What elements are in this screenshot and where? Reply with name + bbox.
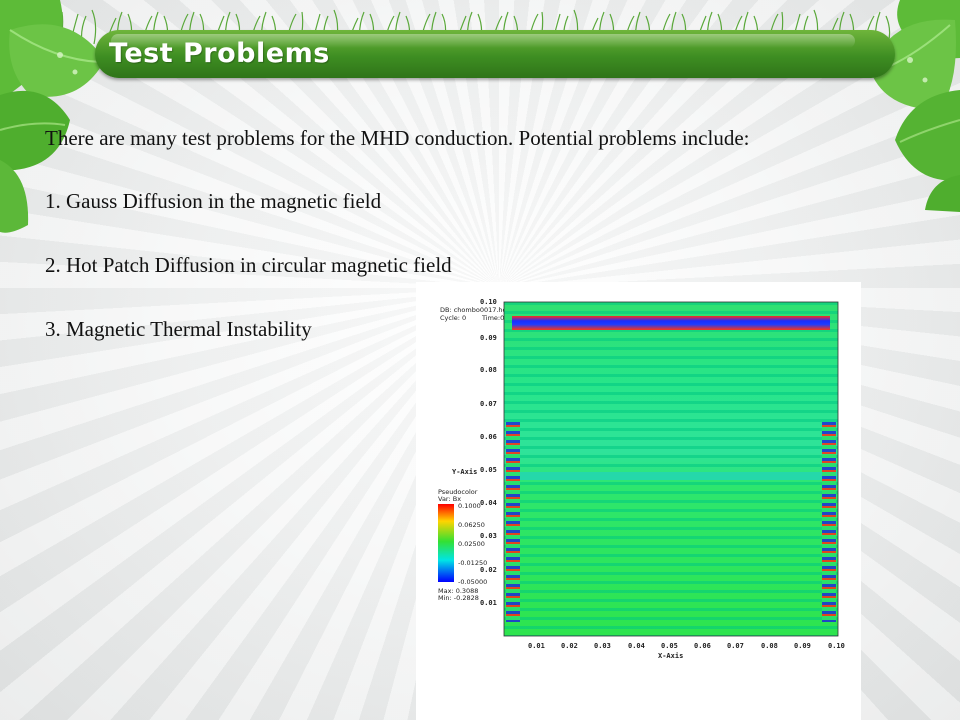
y-tick-label: 0.03 xyxy=(480,532,497,540)
x-tick-label: 0.04 xyxy=(628,642,645,650)
field-edge-right xyxy=(822,422,836,622)
legend-min: Min: -0.2828 xyxy=(438,594,479,602)
list-item: 3. Magnetic Thermal Instability xyxy=(45,317,312,341)
x-axis-title: X-Axis xyxy=(658,652,684,660)
simulation-plot: DB: chombo0017.hdf Cycle: 0 Time:0.0005 … xyxy=(416,282,861,720)
y-tick-label: 0.04 xyxy=(480,499,497,507)
y-tick-label: 0.02 xyxy=(480,566,497,574)
x-tick-label: 0.02 xyxy=(561,642,578,650)
x-tick-label: 0.06 xyxy=(694,642,711,650)
field-edge-left xyxy=(506,422,520,622)
y-tick-label: 0.06 xyxy=(480,433,497,441)
x-tick-label: 0.08 xyxy=(761,642,778,650)
y-axis-title: Y-Axis xyxy=(452,468,478,476)
legend-label: -0.01250 xyxy=(458,559,488,567)
legend-label: 0.1000 xyxy=(458,502,481,510)
y-tick-label: 0.07 xyxy=(480,400,497,408)
plot-axes xyxy=(503,301,839,637)
y-tick-label: 0.09 xyxy=(480,334,497,342)
legend-label: 0.02500 xyxy=(458,540,485,548)
slide-title: Test Problems xyxy=(109,38,330,69)
y-tick-label: 0.05 xyxy=(480,466,497,474)
leaf-decoration-left xyxy=(0,0,105,233)
field-band-mid xyxy=(504,472,838,480)
y-tick-label: 0.10 xyxy=(480,298,497,306)
plot-time-label: Time:0.0005 xyxy=(482,314,523,322)
x-tick-label: 0.01 xyxy=(528,642,545,650)
x-tick-label: 0.03 xyxy=(594,642,611,650)
title-bar: Test Problems xyxy=(95,30,895,78)
pseudocolor-field xyxy=(504,302,838,636)
plot-cycle-label: Cycle: 0 xyxy=(440,314,467,322)
x-tick-label: 0.05 xyxy=(661,642,678,650)
x-tick-label: 0.09 xyxy=(794,642,811,650)
colorbar xyxy=(438,504,454,582)
list-item: 2. Hot Patch Diffusion in circular magne… xyxy=(45,253,452,277)
y-tick-label: 0.08 xyxy=(480,366,497,374)
plot-db-label: DB: chombo0017.hdf xyxy=(440,306,509,314)
legend-max: Max: 0.3088 xyxy=(438,587,479,595)
intro-text: There are many test problems for the MHD… xyxy=(45,126,750,150)
legend-label: -0.05000 xyxy=(458,578,488,586)
field-band-top xyxy=(512,316,830,330)
x-tick-label: 0.07 xyxy=(727,642,744,650)
y-tick-label: 0.01 xyxy=(480,599,497,607)
legend-var: Var: Bx xyxy=(438,495,462,503)
list-item: 1. Gauss Diffusion in the magnetic field xyxy=(45,189,382,213)
legend-title: Pseudocolor xyxy=(438,488,478,496)
legend-label: 0.06250 xyxy=(458,521,485,529)
x-tick-label: 0.10 xyxy=(828,642,845,650)
